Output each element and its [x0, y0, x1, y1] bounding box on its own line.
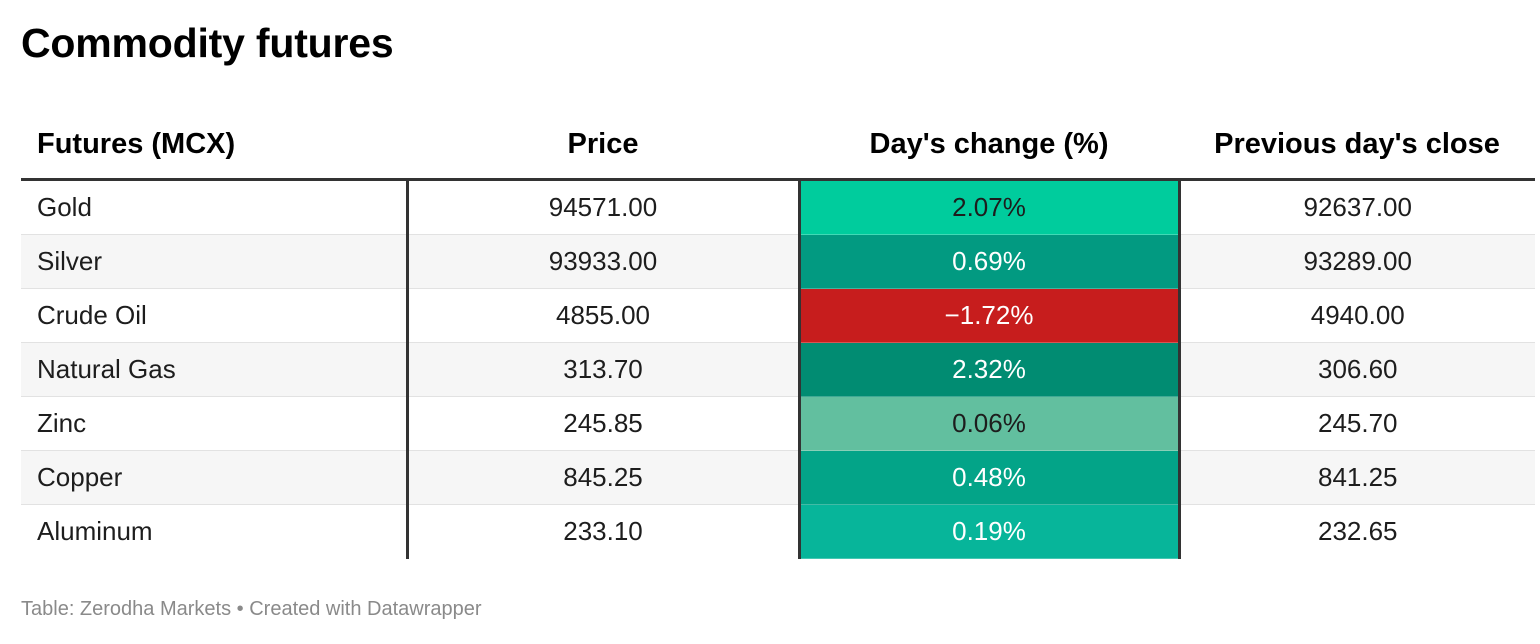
commodity-name-cell: Silver	[21, 234, 409, 289]
price-cell: 93933.00	[407, 234, 801, 289]
price-cell: 313.70	[407, 342, 801, 397]
previous-close-cell: 93289.00	[1179, 234, 1535, 289]
day-change-cell: 2.07%	[799, 179, 1181, 235]
commodity-name-cell: Copper	[21, 450, 409, 505]
commodity-name-cell: Aluminum	[21, 504, 409, 559]
chart-title: Commodity futures	[21, 20, 394, 66]
source-footer: Table: Zerodha Markets • Created with Da…	[21, 598, 482, 620]
price-cell: 4855.00	[407, 288, 801, 343]
commodity-name-cell: Gold	[21, 179, 409, 235]
previous-close-cell: 245.70	[1179, 396, 1535, 451]
price-cell: 94571.00	[407, 179, 801, 235]
table-row: Crude Oil 4855.00 −1.72% 4940.00	[21, 288, 1535, 343]
table-row: Silver 93933.00 0.69% 93289.00	[21, 234, 1535, 289]
header-row: Futures (MCX) Price Day's change (%) Pre…	[21, 110, 1535, 181]
table-row: Zinc 245.85 0.06% 245.70	[21, 396, 1535, 451]
column-header-price[interactable]: Price	[407, 110, 799, 181]
table-row: Gold 94571.00 2.07% 92637.00	[21, 179, 1535, 235]
day-change-cell: 0.19%	[799, 504, 1181, 559]
column-header-futures[interactable]: Futures (MCX)	[21, 110, 407, 181]
commodity-name-cell: Natural Gas	[21, 342, 409, 397]
previous-close-cell: 841.25	[1179, 450, 1535, 505]
table-row: Natural Gas 313.70 2.32% 306.60	[21, 342, 1535, 397]
price-cell: 845.25	[407, 450, 801, 505]
day-change-cell: 0.69%	[799, 234, 1181, 289]
table-row: Aluminum 233.10 0.19% 232.65	[21, 504, 1535, 559]
price-cell: 245.85	[407, 396, 801, 451]
column-header-change[interactable]: Day's change (%)	[799, 110, 1179, 181]
commodity-name-cell: Zinc	[21, 396, 409, 451]
column-header-prev-close[interactable]: Previous day's close	[1179, 110, 1535, 181]
day-change-cell: 0.48%	[799, 450, 1181, 505]
commodity-name-cell: Crude Oil	[21, 288, 409, 343]
previous-close-cell: 4940.00	[1179, 288, 1535, 343]
commodity-table: Futures (MCX) Price Day's change (%) Pre…	[21, 110, 1535, 559]
previous-close-cell: 92637.00	[1179, 179, 1535, 235]
previous-close-cell: 306.60	[1179, 342, 1535, 397]
day-change-cell: 2.32%	[799, 342, 1181, 397]
table-row: Copper 845.25 0.48% 841.25	[21, 450, 1535, 505]
day-change-cell: 0.06%	[799, 396, 1181, 451]
day-change-cell: −1.72%	[799, 288, 1181, 343]
price-cell: 233.10	[407, 504, 801, 559]
previous-close-cell: 232.65	[1317, 516, 1398, 547]
